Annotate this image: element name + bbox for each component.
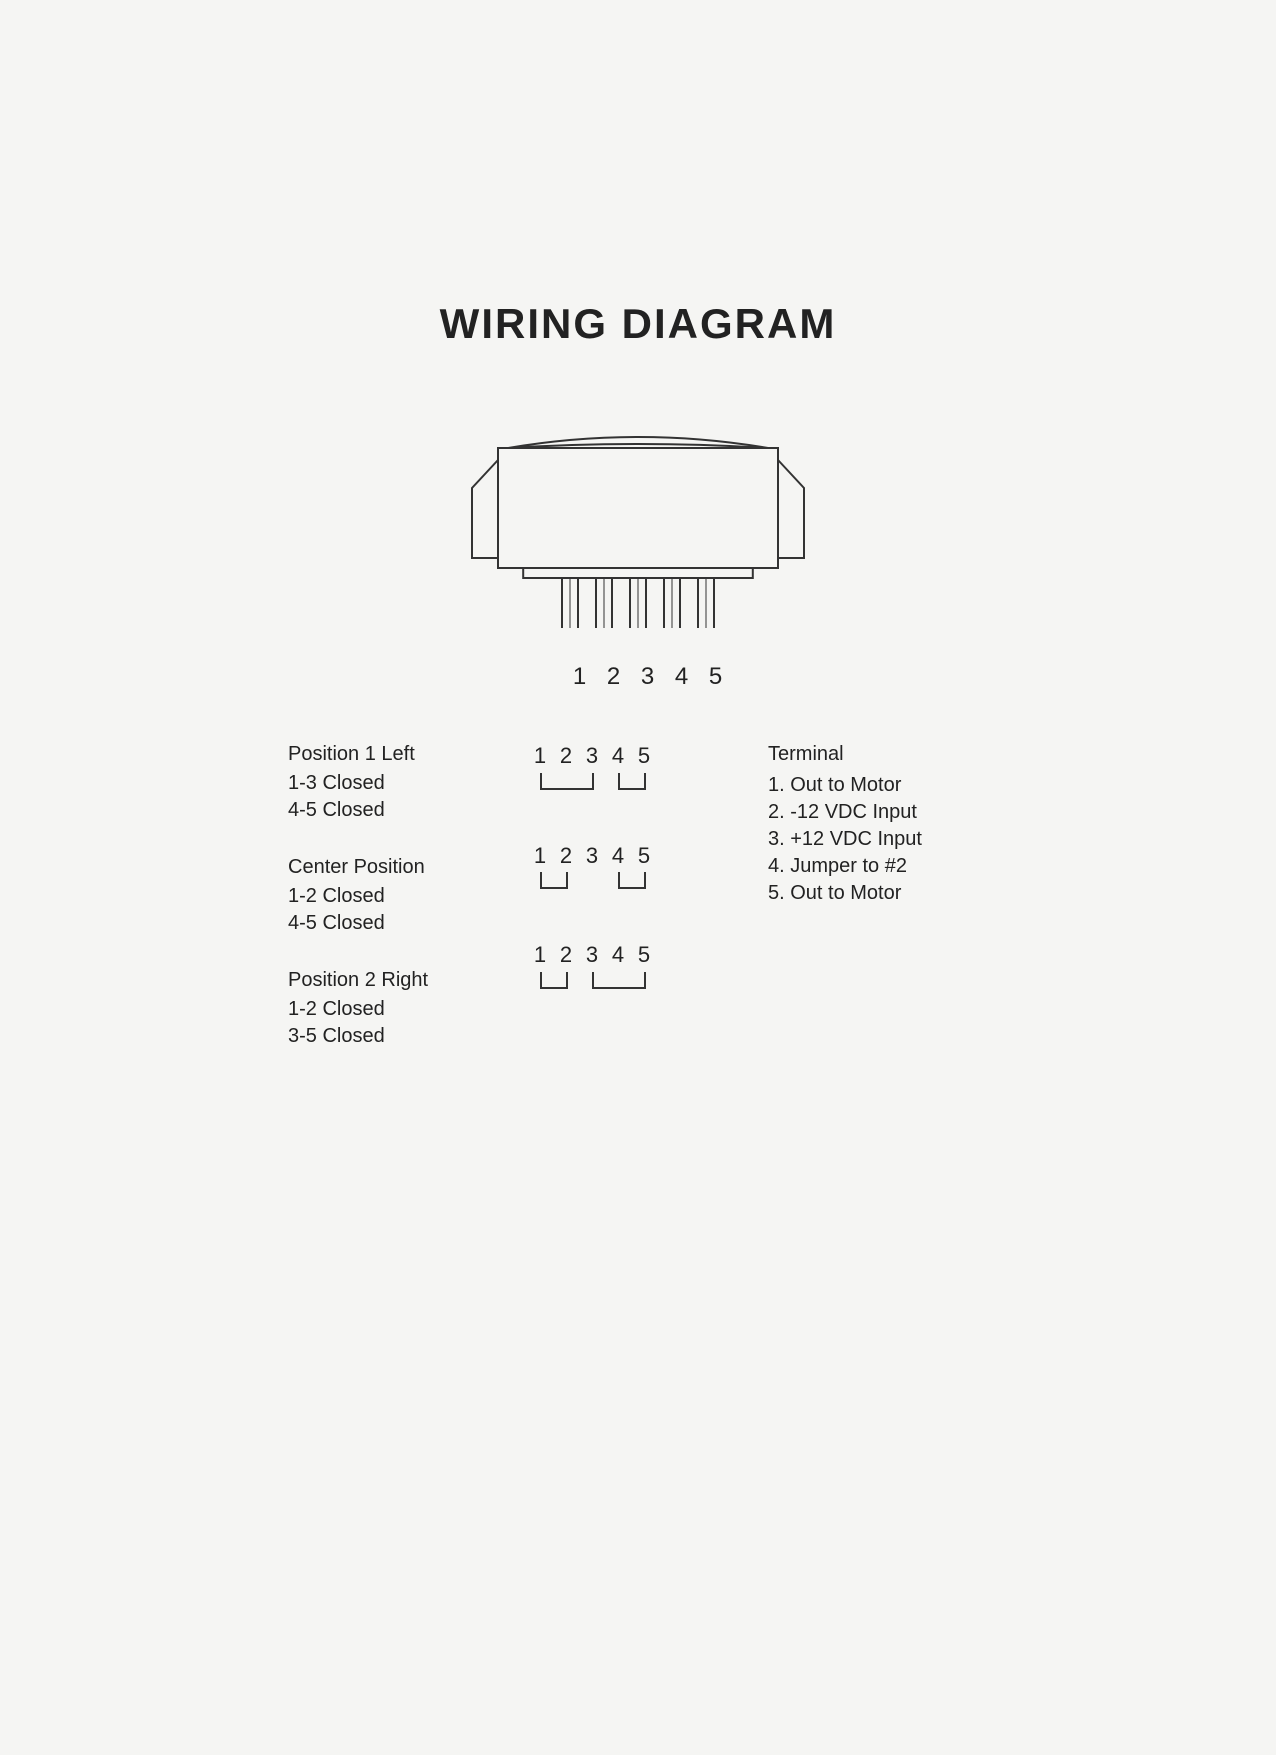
terminal-list: Terminal 1. Out to Motor2. -12 VDC Input… — [768, 741, 988, 907]
state-number: 2 — [554, 940, 580, 970]
position-label: Position 1 Left — [288, 741, 488, 768]
position-line: 1-2 Closed — [288, 883, 488, 910]
terminal-item: 5. Out to Motor — [768, 880, 988, 907]
state-row: 12345 — [528, 741, 728, 797]
terminal-title: Terminal — [768, 741, 988, 768]
state-number: 4 — [606, 741, 632, 771]
position-line: 4-5 Closed — [288, 797, 488, 824]
bracket-diagram — [528, 870, 668, 896]
page: WIRING DIAGRAM 12345 Position 1 Left1-3 … — [0, 0, 1276, 1755]
bracket-diagram — [528, 970, 668, 996]
columns: Position 1 Left1-3 Closed4-5 ClosedCente… — [0, 741, 1276, 1080]
position-line: 4-5 Closed — [288, 910, 488, 937]
state-number: 2 — [554, 741, 580, 771]
position-label: Position 2 Right — [288, 967, 488, 994]
state-numbers: 12345 — [528, 841, 728, 871]
switch-pin-labels: 12345 — [468, 663, 808, 691]
pin-label: 3 — [631, 663, 665, 691]
state-number: 1 — [528, 741, 554, 771]
terminal-items: 1. Out to Motor2. -12 VDC Input3. +12 VD… — [768, 772, 988, 907]
state-numbers: 12345 — [528, 741, 728, 771]
terminal-item: 2. -12 VDC Input — [768, 799, 988, 826]
bracket-diagram — [528, 771, 668, 797]
pin-label: 4 — [665, 663, 699, 691]
state-number: 1 — [528, 841, 554, 871]
page-title: WIRING DIAGRAM — [0, 300, 1276, 348]
position-states: 123451234512345 — [528, 741, 728, 1040]
state-number: 1 — [528, 940, 554, 970]
position-block: Center Position1-2 Closed4-5 Closed — [288, 854, 488, 937]
position-line: 1-2 Closed — [288, 996, 488, 1023]
switch-svg — [468, 408, 808, 628]
position-descriptions: Position 1 Left1-3 Closed4-5 ClosedCente… — [288, 741, 488, 1080]
position-line: 1-3 Closed — [288, 770, 488, 797]
state-number: 4 — [606, 940, 632, 970]
terminal-item: 3. +12 VDC Input — [768, 826, 988, 853]
state-number: 3 — [580, 841, 606, 871]
pin-label: 2 — [597, 663, 631, 691]
state-row: 12345 — [528, 940, 728, 996]
pin-label: 1 — [563, 663, 597, 691]
switch-diagram — [468, 408, 808, 633]
position-line: 3-5 Closed — [288, 1023, 488, 1050]
state-number: 3 — [580, 940, 606, 970]
state-numbers: 12345 — [528, 940, 728, 970]
state-number: 2 — [554, 841, 580, 871]
position-label: Center Position — [288, 854, 488, 881]
terminal-item: 4. Jumper to #2 — [768, 853, 988, 880]
state-number: 5 — [632, 841, 658, 871]
position-block: Position 2 Right1-2 Closed3-5 Closed — [288, 967, 488, 1050]
state-number: 3 — [580, 741, 606, 771]
state-number: 5 — [632, 741, 658, 771]
state-number: 5 — [632, 940, 658, 970]
state-number: 4 — [606, 841, 632, 871]
position-block: Position 1 Left1-3 Closed4-5 Closed — [288, 741, 488, 824]
pin-label: 5 — [699, 663, 733, 691]
state-row: 12345 — [528, 841, 728, 897]
terminal-item: 1. Out to Motor — [768, 772, 988, 799]
